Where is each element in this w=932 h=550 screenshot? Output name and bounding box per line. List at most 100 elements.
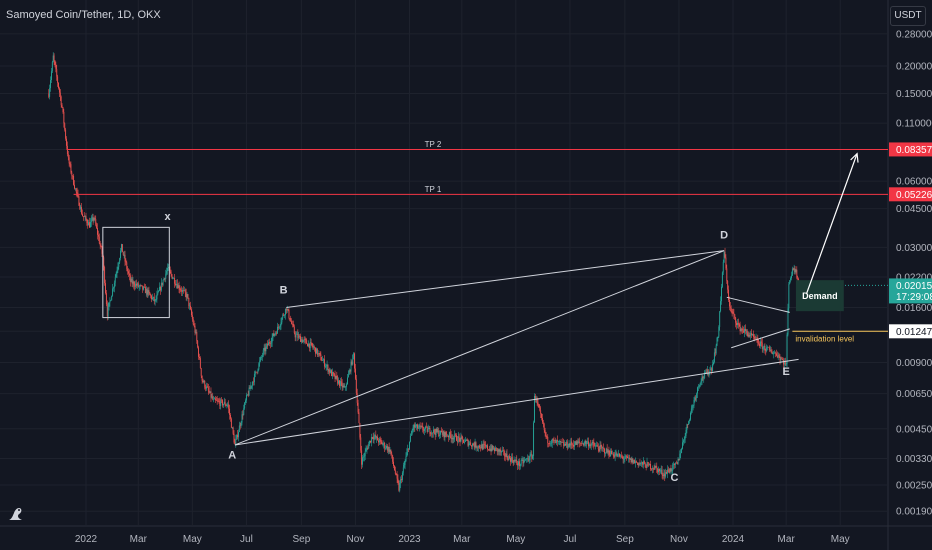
time-tick-label: May: [183, 534, 202, 545]
candle: [508, 454, 510, 461]
candle: [673, 461, 675, 470]
candle: [344, 383, 346, 388]
candle: [281, 317, 283, 325]
candle-body: [135, 283, 137, 287]
candle: [235, 434, 237, 448]
candle: [435, 427, 437, 438]
candle: [663, 469, 665, 479]
candle-body: [172, 278, 174, 280]
candle: [119, 257, 121, 265]
candle: [351, 359, 353, 366]
candle: [128, 268, 129, 278]
candle-body: [674, 462, 676, 465]
candle-body: [691, 406, 693, 409]
candle-body: [208, 390, 210, 393]
candle-body: [643, 461, 645, 464]
candle: [635, 460, 637, 463]
candle: [736, 320, 737, 330]
candle-body: [179, 289, 181, 290]
candle: [538, 403, 540, 408]
candle-body: [307, 343, 309, 347]
candle-body: [404, 461, 406, 465]
candle-body: [90, 219, 92, 223]
candle-body: [198, 347, 200, 357]
candle: [83, 212, 85, 218]
candle: [192, 316, 194, 326]
candle: [612, 452, 614, 459]
candle-body: [433, 429, 435, 433]
candle-body: [749, 335, 751, 336]
time-axis[interactable]: 2022 Mar May Jul Sep Nov 2023 Mar May Jul Sep Nov 20…: [75, 534, 850, 545]
candle-body: [712, 364, 714, 372]
candle: [655, 465, 657, 469]
candle: [403, 461, 405, 469]
candle-body: [83, 216, 85, 218]
candle: [195, 329, 197, 335]
candle: [576, 440, 578, 445]
candle: [207, 383, 209, 395]
candle: [626, 454, 628, 461]
candle-body: [315, 347, 317, 354]
candle-body: [527, 458, 529, 461]
candle: [98, 233, 100, 245]
candle-body: [440, 430, 442, 433]
candle-body: [686, 424, 688, 430]
candle-body: [457, 436, 459, 442]
candle: [473, 441, 475, 450]
candle: [630, 456, 632, 465]
candle: [197, 339, 199, 349]
candle-body: [503, 451, 505, 457]
candle: [183, 286, 185, 292]
candle-body: [81, 207, 83, 214]
candle: [135, 280, 137, 290]
candle: [464, 436, 466, 443]
candle-body: [229, 408, 231, 415]
candle-body: [597, 446, 599, 449]
candle-body: [591, 442, 593, 445]
candle-body: [378, 438, 380, 443]
candle: [214, 396, 216, 404]
candle: [601, 444, 603, 452]
candle-body: [57, 76, 59, 83]
candle: [86, 218, 88, 226]
candle-body: [169, 269, 171, 272]
price-axis[interactable]: 0.2800000.2000000.1500000.1100000.083570…: [889, 29, 932, 518]
candle-body: [532, 455, 534, 459]
candle-body: [198, 356, 200, 359]
candle-body: [212, 396, 214, 400]
candle-body: [533, 422, 535, 456]
candle-body: [682, 440, 684, 443]
candle: [513, 456, 515, 465]
candle: [330, 368, 332, 374]
candle: [697, 386, 698, 399]
candle: [295, 331, 297, 342]
candle-body: [269, 342, 270, 344]
candle-body: [452, 437, 454, 440]
currency-badge[interactable]: USDT: [890, 6, 926, 26]
candle-body: [424, 428, 426, 431]
candle-body: [58, 88, 60, 93]
candle: [378, 437, 380, 445]
candle: [372, 433, 374, 444]
candle-body: [586, 442, 588, 445]
symbol-title[interactable]: Samoyed Coin/Tether, 1D, OKX: [6, 9, 161, 21]
candle-body: [265, 346, 267, 352]
candle-body: [66, 145, 68, 155]
candle-body: [53, 55, 55, 61]
candle: [763, 344, 765, 351]
candle-body: [290, 320, 292, 322]
candle: [231, 426, 233, 429]
candle: [510, 453, 512, 464]
candle: [466, 437, 468, 441]
candle-body: [94, 218, 96, 219]
candle-body: [476, 447, 478, 449]
candle: [146, 287, 148, 299]
candle-body: [293, 326, 295, 334]
wave-label-e: E: [783, 366, 790, 378]
candle: [472, 442, 474, 446]
candle: [471, 445, 472, 450]
candle-body: [109, 300, 111, 303]
candle-body: [253, 373, 255, 383]
